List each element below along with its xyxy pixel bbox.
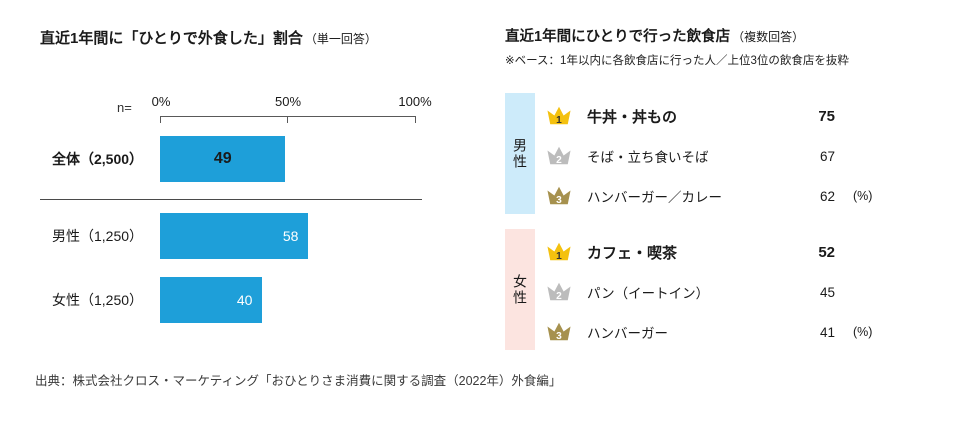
bar-female: 40	[160, 277, 263, 323]
crown-shape	[547, 322, 571, 341]
bar-row-label: 女性（1,250）	[52, 292, 144, 308]
bar-row-label: 男性（1,250）	[52, 228, 144, 244]
bar-row-female: 女性（1,250） 40	[0, 277, 440, 323]
right-chart-title: 直近1年間にひとりで行った飲食店 （複数回答）	[505, 25, 804, 46]
crown-rank-number: 3	[556, 195, 562, 206]
crown-gold-icon: 1	[545, 240, 575, 265]
ranking-item-label: カフェ・喫茶	[587, 244, 678, 262]
ranking-item-value: 45	[819, 284, 835, 300]
n-equals-label: n=	[117, 100, 132, 115]
crown-shape	[547, 242, 571, 261]
ranking-item-male-2: 2 そば・立ち食いそば 67	[545, 137, 835, 175]
axis-tick-mark	[415, 117, 416, 123]
male-ranking-group: 男性 1 牛丼・丼もの 75 2 そば・立ち食	[505, 93, 935, 214]
bar-track: 58	[160, 213, 416, 259]
axis-tick-100: 100%	[398, 94, 432, 109]
ranking-item-female-2: 2 パン（イートイン） 45	[545, 273, 835, 311]
right-chart-title-note: （複数回答）	[732, 30, 805, 44]
axis-tick-50: 50%	[274, 94, 302, 109]
male-tab: 男性	[505, 93, 535, 214]
ranking-item-value: 62	[819, 188, 835, 204]
bar-value: 49	[213, 150, 232, 167]
percent-unit-label: (%)	[853, 325, 873, 339]
crown-bronze-icon: 3	[545, 320, 575, 345]
ranking-item-label: パン（イートイン）	[587, 286, 710, 301]
bar-total: 49	[160, 136, 286, 182]
ranking-item-male-3: 3 ハンバーガー／カレー 62	[545, 177, 835, 215]
ranking-item-value: 41	[819, 324, 835, 340]
female-ranking-group: 女性 1 カフェ・喫茶 52 2 パン（イート	[505, 229, 935, 350]
percent-unit-label: (%)	[853, 189, 873, 203]
crown-gold-icon: 1	[545, 104, 575, 129]
ranking-item-label: 牛丼・丼もの	[587, 108, 678, 126]
left-chart-title-note: （単一回答）	[304, 32, 377, 46]
female-tab: 女性	[505, 229, 535, 350]
crown-bronze-icon: 3	[545, 184, 575, 209]
right-chart-title-text: 直近1年間にひとりで行った飲食店	[505, 29, 731, 45]
left-chart-title: 直近1年間に「ひとりで外食した」割合 （単一回答）	[40, 27, 377, 48]
bar-row-male: 男性（1,250） 58	[0, 213, 440, 259]
axis-tick-0: 0%	[151, 94, 171, 109]
axis-line	[160, 116, 416, 123]
ranking-item-female-1: 1 カフェ・喫茶 52	[545, 233, 835, 271]
ranking-item-female-3: 3 ハンバーガー 41	[545, 313, 835, 351]
bar-value: 40	[236, 292, 253, 308]
source-note: 出典：株式会社クロス・マーケティング「おひとりさま消費に関する調査（2022年）…	[35, 374, 562, 388]
bar-track: 49	[160, 136, 416, 182]
bar-track: 40	[160, 277, 416, 323]
crown-shape	[547, 106, 571, 125]
ranking-item-male-1: 1 牛丼・丼もの 75	[545, 97, 835, 135]
base-note: ※ベース：1年以内に各飲食店に行った人／上位3位の飲食店を抜粋	[505, 55, 849, 67]
crown-shape	[547, 186, 571, 205]
bar-value: 58	[282, 228, 299, 244]
ranking-item-label: そば・立ち食いそば	[587, 150, 709, 165]
crown-silver-icon: 2	[545, 280, 575, 305]
left-chart-title-text: 直近1年間に「ひとりで外食した」割合	[40, 30, 303, 47]
bar-row-label: 全体（2,500）	[52, 151, 144, 167]
ranking-item-value: 75	[818, 107, 835, 125]
bar-male: 58	[160, 213, 309, 259]
crown-rank-number: 1	[556, 251, 562, 262]
ranking-item-value: 67	[819, 148, 835, 164]
ranking-item-label: ハンバーガー／カレー	[587, 190, 722, 205]
crown-rank-number: 2	[556, 291, 562, 302]
crown-rank-number: 2	[556, 155, 562, 166]
ranking-item-label: ハンバーガー	[587, 326, 668, 341]
bar-row-total: 全体（2,500） 49	[0, 136, 440, 182]
total-separator-line	[40, 199, 422, 200]
crown-shape	[547, 282, 571, 301]
crown-shape	[547, 146, 571, 165]
crown-rank-number: 1	[556, 115, 562, 126]
crown-rank-number: 3	[556, 331, 562, 342]
axis-tick-mark	[287, 117, 288, 123]
crown-silver-icon: 2	[545, 144, 575, 169]
ranking-item-value: 52	[818, 243, 835, 261]
axis-tick-mark	[160, 117, 161, 123]
